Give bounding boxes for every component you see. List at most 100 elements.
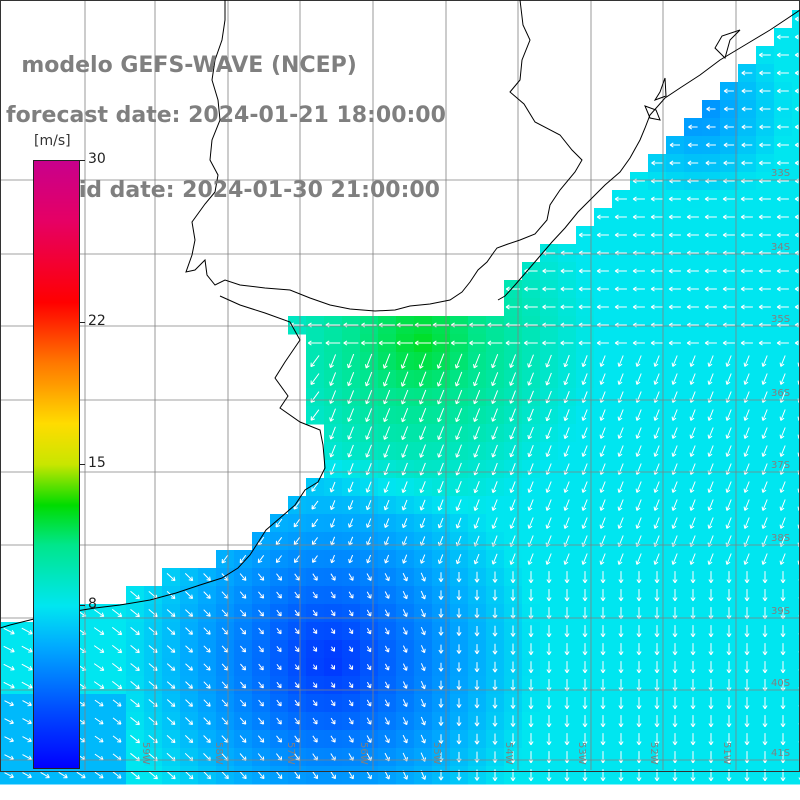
- wind-arrow: [617, 463, 624, 475]
- wind-arrow: [671, 553, 678, 565]
- wind-arrow: [725, 427, 732, 439]
- wind-arrow: [22, 718, 32, 725]
- wind-arrow: [599, 553, 606, 565]
- wind-arrow: [402, 627, 408, 635]
- wind-arrow: [474, 589, 480, 601]
- wind-arrow: [669, 160, 681, 166]
- wind-arrow: [545, 372, 552, 386]
- wind-arrow: [40, 771, 50, 779]
- wind-arrow: [93, 627, 105, 635]
- wind-arrow: [671, 481, 678, 493]
- wind-arrow: [632, 340, 645, 346]
- wind-speed-cell: [792, 604, 800, 623]
- wind-arrow: [58, 771, 68, 779]
- wind-arrow: [276, 609, 282, 617]
- wind-arrow: [635, 409, 642, 421]
- wind-arrow: [329, 354, 337, 369]
- wind-arrow: [528, 661, 534, 674]
- wind-arrow: [779, 427, 786, 439]
- wind-arrow: [707, 517, 714, 529]
- wind-arrow: [456, 608, 462, 619]
- wind-arrow: [564, 661, 570, 674]
- wind-arrow: [166, 573, 176, 582]
- wind-arrow: [294, 573, 300, 581]
- wind-arrow: [740, 196, 753, 202]
- colorbar-tick-mark: [79, 160, 85, 161]
- wind-arrow: [347, 372, 355, 387]
- longitude-label: 55W: [431, 742, 442, 765]
- longitude-label: 51W: [721, 742, 732, 765]
- wind-arrow: [492, 733, 498, 745]
- wind-arrow: [438, 680, 444, 690]
- wind-arrow: [780, 643, 786, 656]
- wind-arrow: [528, 625, 534, 638]
- wind-arrow: [758, 196, 771, 202]
- wind-arrow: [382, 353, 391, 369]
- wind-arrow: [402, 717, 408, 726]
- wind-arrow: [419, 389, 427, 405]
- wind-arrow: [383, 389, 391, 405]
- wind-arrow: [384, 627, 390, 635]
- wind-arrow: [311, 482, 319, 492]
- wind-arrow: [794, 304, 800, 310]
- wind-arrow: [365, 500, 372, 511]
- wind-arrow: [402, 681, 408, 689]
- wind-arrow: [689, 445, 696, 457]
- wind-arrow: [776, 34, 789, 40]
- wind-arrow: [491, 372, 499, 387]
- wind-arrow: [707, 373, 714, 385]
- wind-arrow: [184, 770, 194, 780]
- forecast-date: forecast date: 2024-01-21 18:00:00: [6, 103, 446, 128]
- wind-arrow: [347, 500, 354, 511]
- wind-arrow: [761, 445, 768, 457]
- wind-arrow: [365, 371, 373, 387]
- wind-arrow: [474, 680, 480, 691]
- wind-arrow: [564, 571, 570, 584]
- wind-arrow: [293, 537, 301, 546]
- wind-arrow: [491, 408, 498, 422]
- wind-arrow: [130, 699, 140, 708]
- wind-arrow: [348, 664, 354, 670]
- wind-arrow: [401, 389, 409, 405]
- wind-arrow: [221, 770, 229, 780]
- wind-arrow: [419, 499, 426, 511]
- wind-arrow: [761, 409, 768, 421]
- wind-arrow: [419, 408, 427, 423]
- wind-arrow: [312, 771, 318, 780]
- wind-arrow: [492, 643, 498, 655]
- wind-arrow: [741, 88, 753, 94]
- wind-arrow: [93, 681, 105, 689]
- wind-arrow: [599, 499, 606, 511]
- wind-arrow: [578, 340, 592, 346]
- wind-arrow: [130, 717, 140, 726]
- wind-arrow: [618, 733, 624, 746]
- wind-arrow: [400, 353, 409, 369]
- wind-arrow: [707, 445, 714, 457]
- wind-arrow: [743, 463, 750, 475]
- wind-arrow: [509, 499, 516, 511]
- longitude-label: 56W: [358, 742, 369, 765]
- wind-arrow: [4, 718, 14, 725]
- wind-arrow: [618, 571, 624, 584]
- wind-arrow: [22, 736, 32, 743]
- wind-arrow: [740, 286, 753, 292]
- wind-arrow: [651, 160, 663, 166]
- wind-arrow: [636, 661, 642, 674]
- wind-arrow: [563, 373, 570, 386]
- wind-arrow: [564, 625, 570, 638]
- wind-arrow: [184, 573, 194, 582]
- wind-arrow: [545, 408, 552, 422]
- wind-arrow: [545, 499, 552, 511]
- wind-speed-cell: [792, 370, 800, 389]
- wind-arrow: [707, 409, 714, 421]
- wind-arrow: [366, 717, 372, 725]
- wind-arrow: [780, 571, 786, 584]
- wind-arrow: [545, 354, 552, 368]
- wind-arrow: [330, 609, 336, 617]
- wind-arrow: [672, 661, 678, 674]
- coastline: [185, 0, 583, 312]
- wind-arrow: [581, 391, 588, 403]
- wind-arrow: [3, 681, 15, 689]
- wind-arrow: [581, 553, 588, 565]
- wind-arrow: [653, 409, 660, 421]
